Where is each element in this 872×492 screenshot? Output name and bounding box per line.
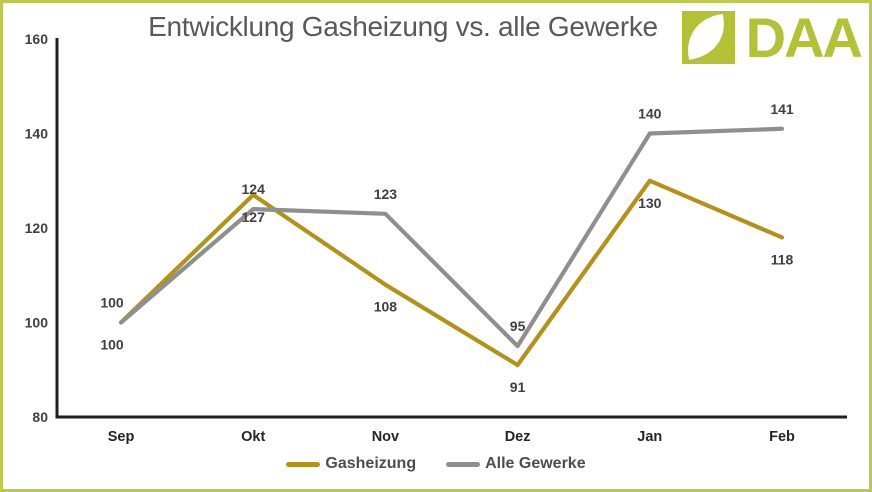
data-label-alle-gewerke: 123 <box>374 186 398 202</box>
daa-logo: DAA <box>681 6 863 69</box>
y-tick-label: 120 <box>25 220 49 236</box>
data-label-alle-gewerke: 100 <box>100 295 124 311</box>
legend-item-gasheizung: Gasheizung <box>286 455 416 473</box>
y-tick-label: 100 <box>25 315 49 331</box>
x-tick-label: Okt <box>241 429 265 445</box>
logo-wordmark: DAA <box>745 6 863 69</box>
data-label-gasheizung: 130 <box>638 195 662 211</box>
y-tick-label: 80 <box>32 409 48 425</box>
x-tick-label: Sep <box>108 429 135 445</box>
data-label-gasheizung: 91 <box>510 379 526 395</box>
chart-legend: Gasheizung Alle Gewerke <box>3 455 869 473</box>
legend-swatch-alle-gewerke <box>446 461 481 467</box>
legend-label: Alle Gewerke <box>485 455 586 472</box>
data-label-alle-gewerke: 140 <box>638 106 662 122</box>
x-tick-label: Feb <box>769 429 795 445</box>
data-label-alle-gewerke: 95 <box>510 318 526 334</box>
x-tick-label: Nov <box>372 429 399 445</box>
data-label-gasheizung: 100 <box>100 337 124 353</box>
legend-swatch-gasheizung <box>286 461 321 467</box>
data-label-alle-gewerke: 124 <box>242 181 266 197</box>
y-tick-label: 140 <box>25 126 49 142</box>
x-tick-label: Dez <box>505 429 531 445</box>
data-label-gasheizung: 108 <box>374 299 398 315</box>
line-chart: 160 140 120 100 80 Sep Okt Nov Dez Jan Feb 100 127 10… <box>25 31 847 445</box>
series-line-alle-gewerke <box>118 126 785 349</box>
x-tick-label: Jan <box>637 429 662 445</box>
leaf-in-square-icon <box>681 11 735 64</box>
legend-label: Gasheizung <box>325 455 417 472</box>
chart-title: Entwicklung Gasheizung vs. alle Gewerke <box>148 11 658 42</box>
legend-item-alle-gewerke: Alle Gewerke <box>446 455 586 473</box>
y-tick-label: 160 <box>25 31 49 47</box>
data-label-gasheizung: 127 <box>242 209 266 225</box>
series-line-gasheizung <box>118 178 785 368</box>
data-label-alle-gewerke: 141 <box>770 101 794 117</box>
data-label-gasheizung: 118 <box>771 251 794 267</box>
